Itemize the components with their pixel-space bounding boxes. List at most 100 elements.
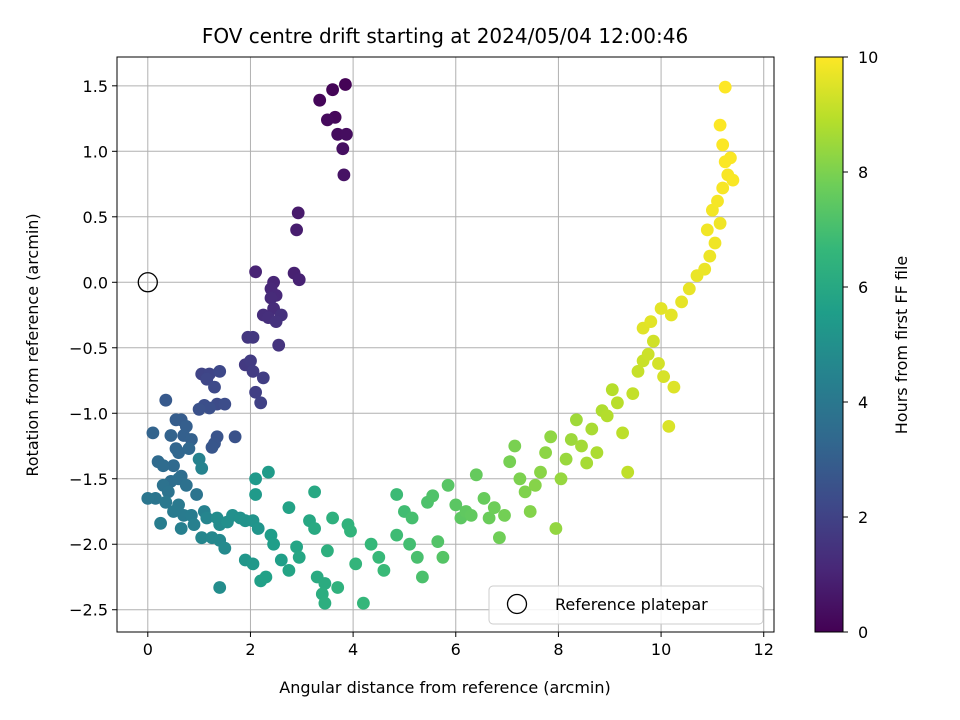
x-ticks: 0 2 4 6 8 10 12: [143, 632, 774, 659]
data-point: [256, 371, 270, 385]
data-point: [272, 338, 286, 352]
colorbar-tick-label: 8: [858, 163, 868, 182]
legend-marker-icon: [506, 593, 528, 615]
colorbar-tick-label: 10: [858, 48, 878, 67]
data-point: [713, 216, 727, 230]
data-point: [390, 528, 404, 542]
legend-label: Reference platepar: [555, 595, 708, 614]
y-tick-label: 0.0: [83, 273, 108, 292]
data-point: [228, 430, 242, 444]
colorbar-label: Hours from first FF file: [892, 256, 911, 435]
data-point: [513, 472, 527, 486]
data-point: [357, 596, 370, 610]
grid-lines: [117, 57, 774, 632]
data-point: [647, 334, 660, 348]
data-point: [590, 446, 604, 459]
data-point: [292, 550, 306, 564]
data-point: [161, 485, 175, 499]
data-point: [213, 581, 227, 594]
plot-frame: [116, 56, 775, 633]
data-point: [254, 396, 268, 410]
data-point: [249, 385, 262, 399]
data-point: [340, 127, 353, 141]
data-point: [264, 291, 278, 305]
data-point: [164, 429, 178, 442]
data-point: [244, 354, 257, 368]
data-point: [246, 557, 260, 571]
data-point: [331, 581, 345, 594]
data-point: [218, 541, 232, 555]
data-point: [336, 142, 350, 156]
data-point: [564, 433, 578, 446]
data-points: [141, 78, 740, 610]
data-point: [716, 181, 730, 195]
chart-title: FOV centre drift starting at 2024/05/04 …: [202, 24, 688, 48]
colorbar-ticks: 0 2 4 6 8 10: [843, 48, 878, 642]
data-point: [523, 505, 537, 518]
data-point: [167, 459, 180, 473]
data-point: [203, 401, 216, 415]
colorbar-gradient: [814, 56, 844, 633]
data-point: [249, 488, 262, 501]
data-point: [441, 478, 455, 492]
data-point: [282, 564, 296, 577]
data-point: [377, 564, 391, 577]
data-point: [570, 413, 583, 427]
data-point: [534, 465, 547, 479]
data-point: [641, 347, 655, 361]
data-point: [436, 550, 450, 564]
data-point: [291, 206, 305, 220]
data-point: [580, 456, 594, 470]
data-point: [682, 282, 696, 296]
data-point: [213, 365, 227, 378]
data-point: [172, 446, 186, 459]
data-point: [262, 465, 275, 479]
data-point: [146, 426, 160, 440]
data-point: [585, 422, 599, 436]
data-point: [159, 495, 173, 509]
data-point: [675, 295, 688, 309]
data-point: [187, 518, 201, 531]
y-ticks: −2.5 −2.0 −1.5 −1.0 −0.5 0.0 0.5 1.0 1.5: [69, 77, 117, 620]
x-axis-label: Angular distance from reference (arcmin): [279, 678, 610, 697]
data-point: [290, 223, 303, 237]
data-point: [477, 492, 491, 505]
data-point: [605, 383, 619, 397]
data-point: [251, 522, 265, 535]
data-point: [318, 596, 332, 610]
data-point: [644, 315, 658, 328]
data-point: [544, 430, 558, 444]
x-tick-label: 4: [348, 640, 358, 659]
y-tick-label: 1.5: [83, 77, 108, 96]
colorbar-tick-label: 4: [858, 393, 868, 412]
data-point: [657, 370, 670, 383]
data-point: [339, 78, 352, 91]
data-point: [716, 138, 730, 152]
data-point: [200, 511, 214, 525]
x-tick-label: 8: [553, 640, 563, 659]
data-point: [326, 511, 339, 525]
data-point: [652, 357, 665, 370]
data-point: [600, 409, 614, 423]
data-point: [698, 262, 712, 276]
data-point: [192, 402, 206, 416]
data-point: [464, 509, 478, 522]
data-point: [200, 372, 214, 386]
data-point: [726, 173, 740, 187]
data-point: [249, 472, 262, 486]
data-point: [308, 485, 321, 499]
data-point: [405, 511, 419, 525]
data-point: [179, 478, 193, 492]
data-point: [246, 365, 260, 378]
data-point: [269, 315, 283, 328]
data-point: [482, 511, 496, 525]
y-tick-label: −2.5: [69, 601, 108, 620]
data-point: [326, 83, 339, 97]
y-tick-label: −1.5: [69, 470, 108, 489]
data-point: [190, 488, 204, 501]
x-tick-label: 10: [651, 640, 671, 659]
data-point: [667, 380, 681, 394]
data-point: [205, 440, 219, 454]
data-point: [159, 393, 173, 407]
